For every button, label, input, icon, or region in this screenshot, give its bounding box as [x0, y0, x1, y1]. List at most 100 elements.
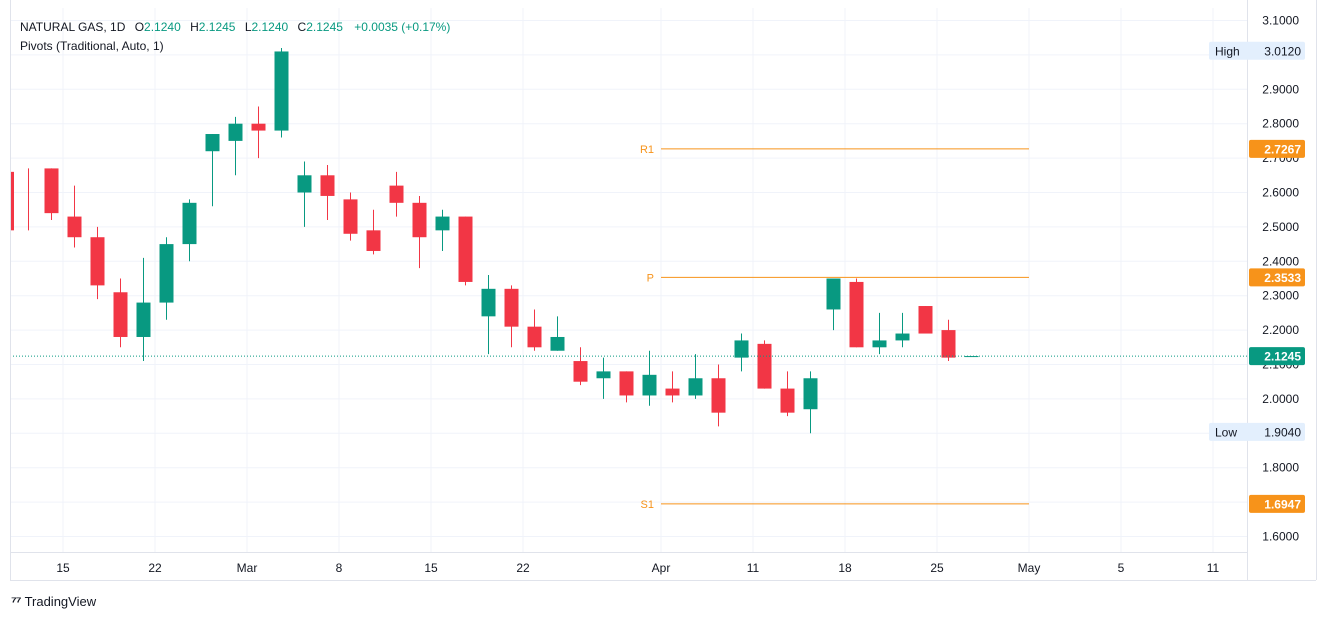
last-price-badge: 2.1245: [1264, 350, 1301, 364]
candle[interactable]: [688, 354, 703, 399]
candle-body: [136, 302, 151, 337]
candle-body: [67, 216, 82, 238]
candle[interactable]: [780, 371, 795, 417]
candle[interactable]: [757, 340, 772, 389]
candle-body: [826, 278, 841, 310]
symbol-label[interactable]: NATURAL GAS, 1D: [20, 20, 126, 34]
candle-body: [872, 340, 887, 348]
candle[interactable]: [389, 171, 404, 217]
candle-body: [711, 378, 726, 413]
candle[interactable]: [803, 371, 818, 434]
candle-body: [734, 340, 749, 358]
x-tick-label: 8: [336, 561, 343, 575]
candle[interactable]: [734, 333, 749, 372]
candle[interactable]: [67, 185, 82, 248]
candle[interactable]: [895, 312, 910, 348]
low-value: 2.1240: [251, 20, 289, 34]
candle[interactable]: [44, 168, 59, 221]
candle-body: [642, 374, 657, 396]
y-tick-label: 2.3000: [1262, 289, 1299, 303]
x-tick-label: 5: [1118, 561, 1125, 575]
high-marker-bg: [1209, 41, 1305, 60]
candle-body: [941, 330, 956, 358]
candle-body: [343, 199, 358, 234]
candle[interactable]: [320, 164, 335, 221]
tradingview-brand[interactable]: ⁷⁷ TradingView: [11, 593, 96, 609]
candle-body: [964, 356, 979, 358]
candle[interactable]: [90, 226, 105, 300]
candle[interactable]: [251, 106, 266, 159]
high-marker-label: High: [1215, 44, 1240, 58]
x-tick-label: 22: [516, 561, 530, 575]
candle[interactable]: [849, 278, 864, 348]
x-tick-label: 22: [148, 561, 162, 575]
candle[interactable]: [504, 285, 519, 348]
candle[interactable]: [159, 237, 174, 320]
y-tick-label: 3.1000: [1262, 14, 1299, 28]
high-marker-value: 3.0120: [1264, 44, 1301, 58]
candle[interactable]: [412, 195, 427, 269]
candle[interactable]: [826, 278, 841, 331]
candle[interactable]: [711, 364, 726, 427]
candle[interactable]: [366, 209, 381, 255]
candle-body: [780, 388, 795, 413]
candle[interactable]: [10, 168, 29, 231]
candle[interactable]: [113, 278, 128, 348]
candle-body: [504, 288, 519, 327]
high-value: 2.1245: [198, 20, 236, 34]
candle[interactable]: [527, 309, 542, 351]
candle[interactable]: [964, 356, 979, 358]
candle-body: [320, 175, 335, 196]
tradingview-logo-icon: ⁷⁷: [11, 593, 22, 609]
candle-body: [44, 168, 59, 214]
candle[interactable]: [136, 257, 151, 362]
x-tick-label: 15: [424, 561, 438, 575]
candle[interactable]: [205, 134, 220, 207]
candle[interactable]: [619, 371, 634, 403]
close-value: 2.1245: [306, 20, 343, 34]
ohlc-row: NATURAL GAS, 1D O2.1240 H2.1245 L2.1240 …: [20, 18, 450, 37]
indicator-label[interactable]: Pivots (Traditional, Auto, 1): [20, 39, 164, 53]
x-tick-label: 11: [1207, 561, 1220, 575]
pivot-price-badge-p-bg: [1249, 268, 1305, 287]
low-marker-label: Low: [1215, 425, 1237, 439]
candle[interactable]: [550, 316, 565, 351]
candle[interactable]: [642, 350, 657, 406]
candle-body: [757, 343, 772, 389]
candle-body: [665, 388, 680, 396]
close-key: C: [297, 20, 307, 34]
x-tick-label: Apr: [652, 561, 671, 575]
candle-body: [182, 202, 197, 245]
candle[interactable]: [872, 312, 887, 355]
candle-body: [573, 361, 588, 382]
candle[interactable]: [918, 306, 933, 334]
candle[interactable]: [481, 275, 496, 355]
candle[interactable]: [435, 209, 450, 251]
candle-body: [251, 123, 266, 131]
candle[interactable]: [297, 161, 312, 227]
candle-body: [527, 326, 542, 348]
candle[interactable]: [941, 319, 956, 362]
candle-body: [849, 281, 864, 348]
candle-body: [113, 292, 128, 337]
candle[interactable]: [596, 357, 611, 399]
candle[interactable]: [343, 192, 358, 241]
y-tick-label: 2.2000: [1262, 323, 1299, 337]
candle-body: [389, 185, 404, 203]
candle-body: [366, 230, 381, 251]
y-tick-label: 2.8000: [1262, 117, 1299, 131]
candle[interactable]: [182, 199, 197, 262]
low-marker-value: 1.9040: [1264, 425, 1301, 439]
candle[interactable]: [228, 116, 243, 176]
low-marker-bg: [1209, 422, 1305, 441]
candle[interactable]: [665, 371, 680, 403]
y-tick-label: 1.6000: [1262, 530, 1299, 544]
candle[interactable]: [573, 347, 588, 386]
open-key: O: [134, 20, 145, 34]
low-key: L: [244, 20, 252, 34]
candle[interactable]: [458, 216, 473, 286]
y-tick-label: 2.9000: [1262, 82, 1299, 96]
pivot-price-badge-s1-bg: [1249, 494, 1305, 513]
candle[interactable]: [274, 48, 289, 138]
